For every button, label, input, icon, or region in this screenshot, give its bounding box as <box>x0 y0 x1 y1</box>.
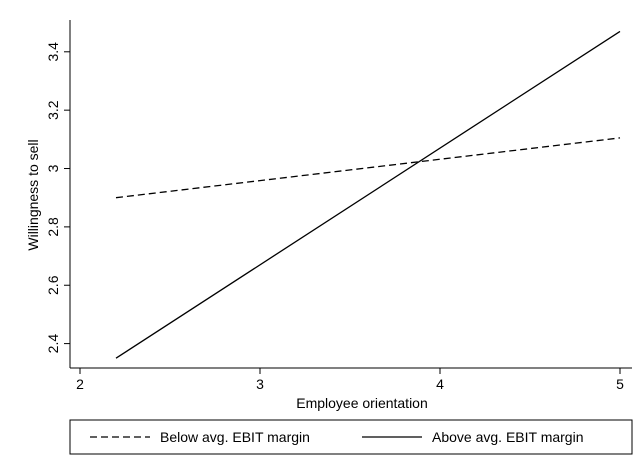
y-axis-title: Willingness to sell <box>25 139 41 250</box>
x-tick-label: 3 <box>256 376 264 392</box>
legend-box <box>69 419 633 455</box>
legend-label-1: Below avg. EBIT margin <box>160 429 310 445</box>
legend: Below avg. EBIT margin Above avg. EBIT ma… <box>69 419 633 455</box>
x-tick-label: 4 <box>436 376 444 392</box>
y-tick-label: 3.4 <box>45 42 61 62</box>
y-tick-label: 2.4 <box>45 334 61 354</box>
y-tick-label: 3.2 <box>45 100 61 120</box>
y-tick-label: 2.8 <box>45 217 61 237</box>
y-tick-label: 2.6 <box>45 275 61 295</box>
series-layer <box>115 30 621 359</box>
axes: 2.4 2.6 2.8 3 3.2 3.4 2 3 4 5 <box>45 20 632 392</box>
x-axis-title: Employee orientation <box>296 395 428 411</box>
x-tick-label: 2 <box>76 376 84 392</box>
x-tick-label: 5 <box>616 376 624 392</box>
y-tick-label: 3 <box>45 164 61 172</box>
series-line-1 <box>115 137 621 199</box>
legend-label-2: Above avg. EBIT margin <box>432 429 583 445</box>
series-line-2 <box>115 30 621 359</box>
